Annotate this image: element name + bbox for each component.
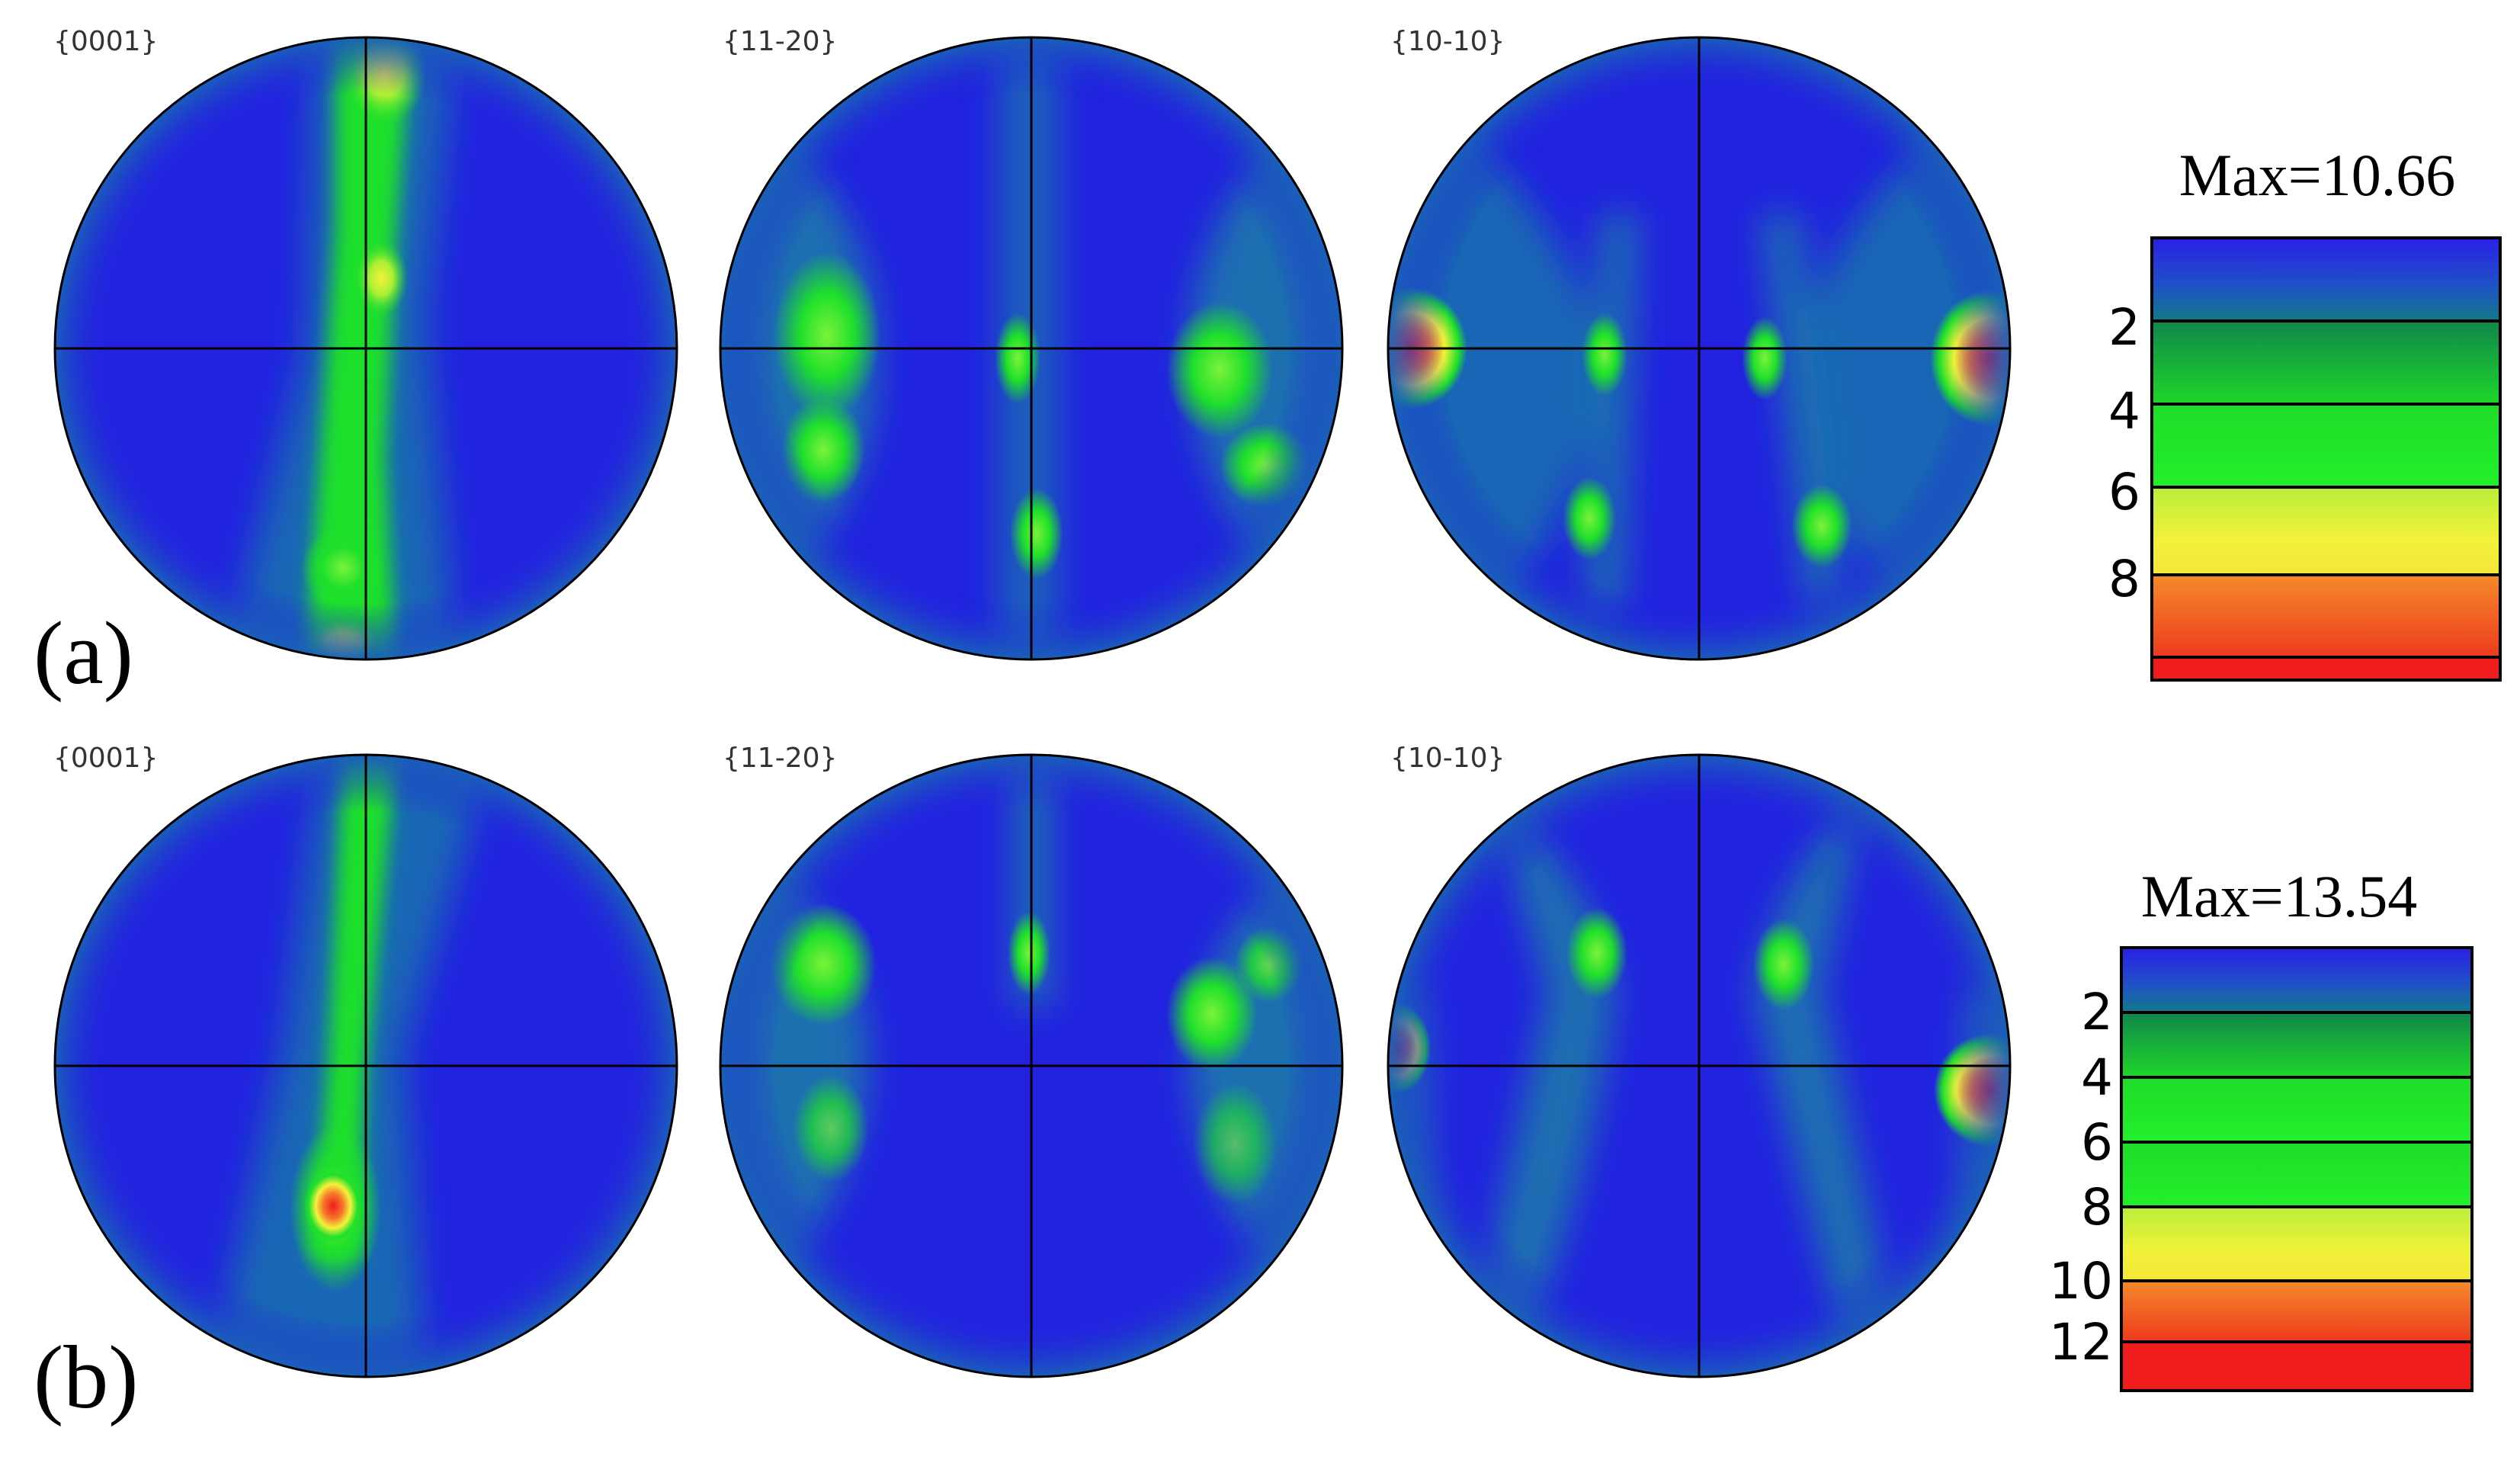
legend-level-label: 8 (2081, 1178, 2113, 1237)
color-legend-b: Max=13.54 2 4 6 8 10 12 (2049, 863, 2474, 1392)
legend-level-label: 4 (2108, 382, 2140, 441)
legend-level-label: 2 (2108, 298, 2140, 357)
panel-label: (b) (34, 1327, 139, 1427)
pole-figure-title: {10-10} (1390, 26, 1505, 57)
legend-max-label: Max=10.66 (2179, 142, 2455, 208)
legend-max-label: Max=13.54 (2141, 863, 2417, 929)
color-legend-a: Max=10.66 2 4 6 8 (2108, 142, 2502, 682)
pole-figure-title: {0001} (53, 26, 158, 57)
legend-level-label: 6 (2081, 1113, 2113, 1172)
row-a: {0001} {11-20} {10-10} (34, 26, 2502, 703)
pole-figure-a-10-10 (1388, 37, 2010, 659)
pole-figure-b-10-10 (1388, 755, 2010, 1377)
legend-level-label: 6 (2108, 463, 2140, 521)
legend-level-label: 10 (2049, 1252, 2113, 1311)
legend-level-label: 2 (2081, 983, 2113, 1041)
pole-figure-title: {10-10} (1390, 743, 1505, 774)
legend-level-label: 12 (2049, 1313, 2113, 1372)
row-b: {0001} {11-20} {10-10} (34, 743, 2474, 1427)
panel-label: (a) (34, 603, 133, 703)
pole-figure-a-11-20 (720, 37, 1342, 659)
legend-level-label: 8 (2108, 550, 2140, 608)
pole-figure-title: {0001} (53, 743, 158, 774)
legend-level-label: 4 (2081, 1048, 2113, 1107)
pole-figure-title: {11-20} (723, 26, 837, 57)
pole-figure-title: {11-20} (723, 743, 837, 774)
